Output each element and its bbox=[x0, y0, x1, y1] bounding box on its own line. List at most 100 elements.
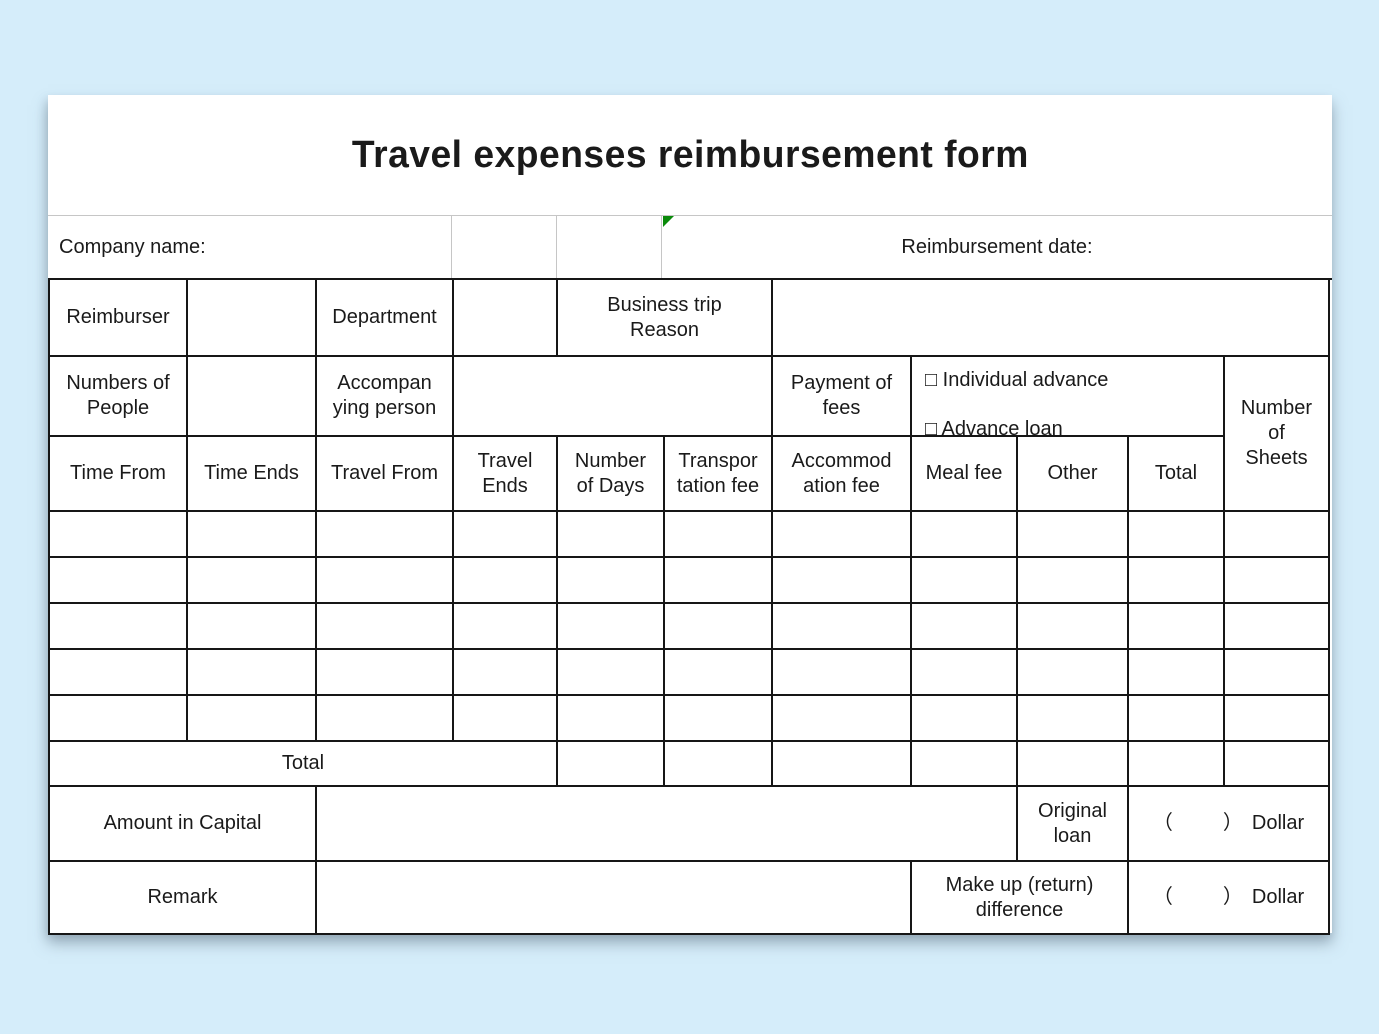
difference-amount-cell[interactable]: （ ） Dollar bbox=[1129, 862, 1330, 935]
empty-entry-cell[interactable] bbox=[1018, 558, 1129, 604]
original-loan-amount-cell[interactable]: （ ） Dollar bbox=[1129, 787, 1330, 862]
empty-entry-cell[interactable] bbox=[665, 696, 773, 742]
empty-entry-cell[interactable] bbox=[558, 558, 665, 604]
empty-entry-cell[interactable] bbox=[454, 604, 558, 650]
empty-entry-cell[interactable] bbox=[912, 696, 1018, 742]
empty-entry-cell[interactable] bbox=[454, 696, 558, 742]
checkbox-individual-advance[interactable]: □ Individual advance bbox=[925, 369, 1109, 391]
expenses-table: Reimburser Department Business trip Reas… bbox=[48, 278, 1332, 935]
empty-entry-cell[interactable] bbox=[1129, 604, 1225, 650]
empty-entry-cell[interactable] bbox=[1018, 604, 1129, 650]
empty-entry-cell[interactable] bbox=[317, 696, 454, 742]
empty-entry-cell[interactable] bbox=[665, 558, 773, 604]
empty-entry-cell[interactable] bbox=[188, 650, 317, 696]
col-header-time-ends: Time Ends bbox=[188, 437, 317, 512]
col-header-number-of-days: Number of Days bbox=[558, 437, 665, 512]
col-header-transportation-fee: Transpor tation fee bbox=[665, 437, 773, 512]
total-total-cell[interactable] bbox=[1129, 742, 1225, 787]
empty-entry-cell[interactable] bbox=[558, 604, 665, 650]
col-header-other: Other bbox=[1018, 437, 1129, 512]
title-row: Travel expenses reimbursement form bbox=[48, 95, 1332, 215]
col-header-time-from: Time From bbox=[50, 437, 188, 512]
company-value-cell[interactable] bbox=[452, 216, 557, 278]
form-card: Travel expenses reimbursement form Compa… bbox=[48, 95, 1332, 935]
empty-entry-cell[interactable] bbox=[188, 512, 317, 558]
payment-options-cell: □ Individual advance □ Advance loan bbox=[912, 357, 1225, 440]
empty-entry-cell[interactable] bbox=[912, 558, 1018, 604]
total-other-cell[interactable] bbox=[1018, 742, 1129, 787]
empty-entry-cell[interactable] bbox=[50, 512, 188, 558]
form-title: Travel expenses reimbursement form bbox=[351, 133, 1029, 176]
amount-in-capital-label: Amount in Capital bbox=[50, 787, 317, 862]
empty-entry-cell[interactable] bbox=[773, 512, 912, 558]
empty-entry-cell[interactable] bbox=[454, 558, 558, 604]
empty-entry-cell[interactable] bbox=[1018, 650, 1129, 696]
empty-entry-cell[interactable] bbox=[454, 650, 558, 696]
empty-entry-cell[interactable] bbox=[1129, 696, 1225, 742]
empty-entry-cell[interactable] bbox=[317, 650, 454, 696]
empty-entry-cell[interactable] bbox=[188, 604, 317, 650]
total-accommodation-cell[interactable] bbox=[773, 742, 912, 787]
empty-entry-cell[interactable] bbox=[1225, 512, 1330, 558]
total-row-label: Total bbox=[50, 742, 558, 787]
empty-entry-cell[interactable] bbox=[188, 558, 317, 604]
accompanying-person-value-cell[interactable] bbox=[454, 357, 773, 437]
currency-unit-label: Dollar bbox=[1251, 886, 1305, 908]
col-header-total: Total bbox=[1129, 437, 1225, 512]
empty-entry-cell[interactable] bbox=[317, 558, 454, 604]
empty-entry-cell[interactable] bbox=[773, 650, 912, 696]
col-header-meal-fee: Meal fee bbox=[912, 437, 1018, 512]
amount-in-capital-value-cell[interactable] bbox=[317, 787, 1018, 862]
total-transportation-cell[interactable] bbox=[665, 742, 773, 787]
numbers-of-people-value-cell[interactable] bbox=[188, 357, 317, 437]
checkbox-advance-loan[interactable]: □ Advance loan bbox=[925, 418, 1063, 440]
empty-entry-cell[interactable] bbox=[188, 696, 317, 742]
department-label: Department bbox=[317, 280, 454, 357]
empty-entry-cell[interactable] bbox=[50, 558, 188, 604]
reimbursement-date-label: Reimbursement date: bbox=[901, 235, 1093, 258]
empty-entry-cell[interactable] bbox=[317, 512, 454, 558]
empty-entry-cell[interactable] bbox=[665, 604, 773, 650]
total-meal-cell[interactable] bbox=[912, 742, 1018, 787]
empty-entry-cell[interactable] bbox=[50, 604, 188, 650]
trip-reason-label: Business trip Reason bbox=[558, 280, 773, 357]
empty-entry-cell[interactable] bbox=[1129, 650, 1225, 696]
empty-entry-cell[interactable] bbox=[317, 604, 454, 650]
empty-entry-cell[interactable] bbox=[1018, 696, 1129, 742]
empty-entry-cell[interactable] bbox=[665, 512, 773, 558]
empty-entry-cell[interactable] bbox=[1018, 512, 1129, 558]
empty-entry-cell[interactable] bbox=[454, 512, 558, 558]
empty-entry-cell[interactable] bbox=[558, 650, 665, 696]
empty-entry-cell[interactable] bbox=[558, 512, 665, 558]
total-days-cell[interactable] bbox=[558, 742, 665, 787]
empty-entry-cell[interactable] bbox=[773, 558, 912, 604]
reimburser-value-cell[interactable] bbox=[188, 280, 317, 357]
empty-entry-cell[interactable] bbox=[558, 696, 665, 742]
makeup-difference-label: Make up (return) difference bbox=[912, 862, 1129, 935]
empty-entry-cell[interactable] bbox=[912, 604, 1018, 650]
empty-entry-cell[interactable] bbox=[912, 650, 1018, 696]
empty-entry-cell[interactable] bbox=[50, 696, 188, 742]
reimbursement-date-cell[interactable]: Reimbursement date: bbox=[662, 216, 1332, 278]
payment-of-fees-label: Payment of fees bbox=[773, 357, 912, 437]
empty-entry-cell[interactable] bbox=[1225, 604, 1330, 650]
empty-entry-cell[interactable] bbox=[912, 512, 1018, 558]
empty-entry-cell[interactable] bbox=[773, 604, 912, 650]
company-name-cell[interactable]: Company name: bbox=[48, 216, 452, 278]
empty-entry-cell[interactable] bbox=[1225, 650, 1330, 696]
empty-entry-cell[interactable] bbox=[1129, 558, 1225, 604]
company-row: Company name: Reimbursement date: bbox=[48, 215, 1332, 278]
number-of-sheets-label: Number of Sheets bbox=[1225, 357, 1330, 512]
company-value-cell[interactable] bbox=[557, 216, 662, 278]
remark-value-cell[interactable] bbox=[317, 862, 912, 935]
empty-entry-cell[interactable] bbox=[773, 696, 912, 742]
empty-entry-cell[interactable] bbox=[1225, 558, 1330, 604]
trip-reason-value-cell[interactable] bbox=[773, 280, 1330, 357]
empty-entry-cell[interactable] bbox=[1129, 512, 1225, 558]
total-sheets-cell[interactable] bbox=[1225, 742, 1330, 787]
col-header-travel-ends: Travel Ends bbox=[454, 437, 558, 512]
department-value-cell[interactable] bbox=[454, 280, 558, 357]
empty-entry-cell[interactable] bbox=[1225, 696, 1330, 742]
empty-entry-cell[interactable] bbox=[50, 650, 188, 696]
empty-entry-cell[interactable] bbox=[665, 650, 773, 696]
